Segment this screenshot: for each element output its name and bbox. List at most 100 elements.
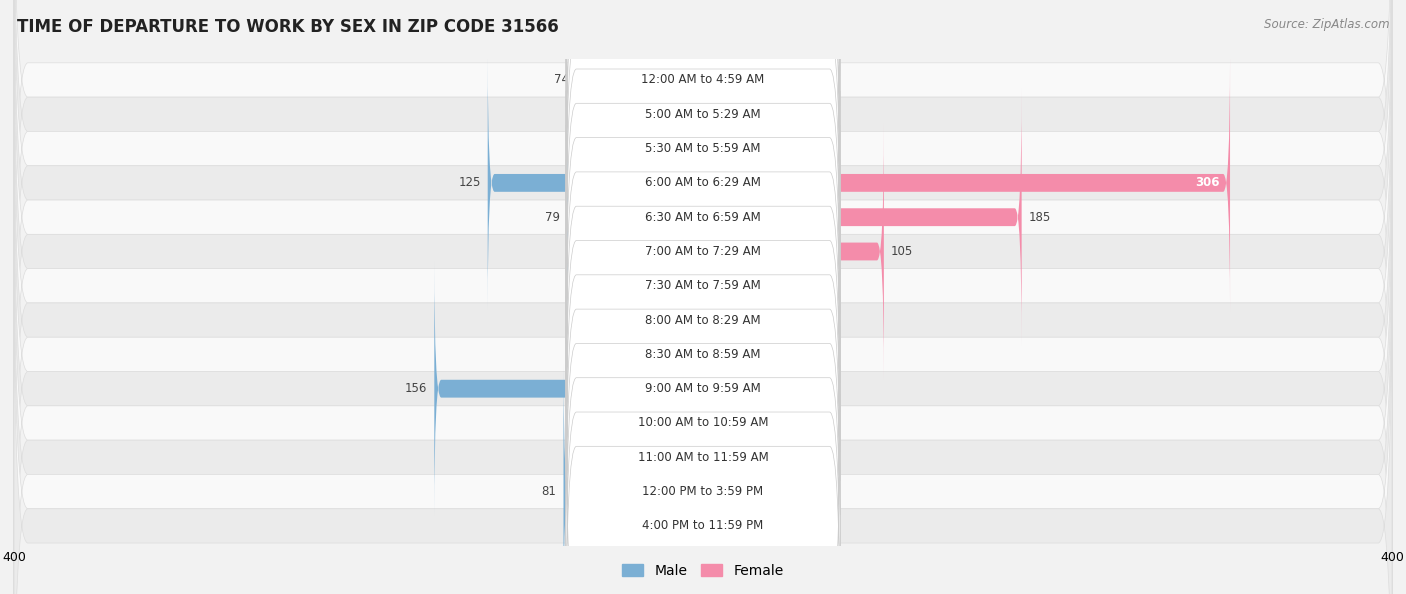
FancyBboxPatch shape: [659, 157, 703, 414]
FancyBboxPatch shape: [703, 260, 747, 517]
FancyBboxPatch shape: [659, 192, 703, 448]
Text: 4:00 PM to 11:59 PM: 4:00 PM to 11:59 PM: [643, 519, 763, 532]
FancyBboxPatch shape: [703, 0, 754, 242]
FancyBboxPatch shape: [14, 166, 1392, 594]
Text: 8:30 AM to 8:59 AM: 8:30 AM to 8:59 AM: [645, 348, 761, 361]
Text: 0: 0: [645, 451, 652, 464]
Text: 81: 81: [541, 485, 557, 498]
Text: 28: 28: [758, 314, 773, 327]
Text: 35: 35: [621, 416, 636, 429]
FancyBboxPatch shape: [567, 228, 839, 481]
Text: TIME OF DEPARTURE TO WORK BY SEX IN ZIP CODE 31566: TIME OF DEPARTURE TO WORK BY SEX IN ZIP …: [17, 18, 558, 36]
FancyBboxPatch shape: [14, 0, 1392, 508]
FancyBboxPatch shape: [703, 364, 747, 594]
Text: 0: 0: [754, 451, 761, 464]
Text: 59: 59: [579, 142, 595, 155]
FancyBboxPatch shape: [703, 329, 747, 586]
FancyBboxPatch shape: [14, 268, 1392, 594]
FancyBboxPatch shape: [703, 123, 884, 380]
Text: 11:00 AM to 11:59 AM: 11:00 AM to 11:59 AM: [638, 451, 768, 464]
Text: 105: 105: [891, 245, 912, 258]
Text: 0: 0: [754, 519, 761, 532]
Text: 79: 79: [546, 211, 560, 224]
FancyBboxPatch shape: [567, 400, 839, 594]
FancyBboxPatch shape: [14, 0, 1392, 406]
FancyBboxPatch shape: [14, 235, 1392, 594]
FancyBboxPatch shape: [564, 364, 703, 594]
FancyBboxPatch shape: [14, 0, 1392, 440]
Text: 29: 29: [759, 108, 775, 121]
Text: 0: 0: [645, 519, 652, 532]
FancyBboxPatch shape: [14, 97, 1392, 594]
Text: 6:30 AM to 6:59 AM: 6:30 AM to 6:59 AM: [645, 211, 761, 224]
FancyBboxPatch shape: [14, 63, 1392, 577]
Text: 0: 0: [754, 485, 761, 498]
FancyBboxPatch shape: [643, 295, 703, 551]
FancyBboxPatch shape: [659, 0, 703, 242]
FancyBboxPatch shape: [14, 200, 1392, 594]
Text: 6:00 AM to 6:29 AM: 6:00 AM to 6:29 AM: [645, 176, 761, 189]
FancyBboxPatch shape: [659, 226, 703, 483]
FancyBboxPatch shape: [567, 297, 839, 549]
FancyBboxPatch shape: [703, 192, 751, 448]
FancyBboxPatch shape: [14, 29, 1392, 543]
Text: 185: 185: [1029, 211, 1050, 224]
FancyBboxPatch shape: [567, 23, 839, 275]
Text: 24: 24: [754, 348, 768, 361]
Text: 0: 0: [754, 382, 761, 395]
FancyBboxPatch shape: [434, 260, 703, 517]
FancyBboxPatch shape: [567, 160, 839, 412]
Text: 5:00 AM to 5:29 AM: 5:00 AM to 5:29 AM: [645, 108, 761, 121]
Text: Source: ZipAtlas.com: Source: ZipAtlas.com: [1264, 18, 1389, 31]
FancyBboxPatch shape: [567, 263, 839, 515]
Text: 0: 0: [754, 74, 761, 87]
FancyBboxPatch shape: [659, 397, 703, 594]
Text: 0: 0: [754, 142, 761, 155]
FancyBboxPatch shape: [567, 331, 839, 583]
Text: 46: 46: [602, 245, 617, 258]
FancyBboxPatch shape: [14, 0, 1392, 371]
Legend: Male, Female: Male, Female: [617, 558, 789, 583]
Text: 74: 74: [554, 74, 568, 87]
FancyBboxPatch shape: [575, 0, 703, 208]
FancyBboxPatch shape: [703, 89, 1022, 346]
Text: 0: 0: [645, 314, 652, 327]
FancyBboxPatch shape: [703, 55, 1230, 311]
FancyBboxPatch shape: [703, 0, 747, 208]
Text: 306: 306: [1195, 176, 1219, 189]
Text: 10:00 AM to 10:59 AM: 10:00 AM to 10:59 AM: [638, 416, 768, 429]
FancyBboxPatch shape: [567, 89, 703, 346]
Text: 125: 125: [458, 176, 481, 189]
FancyBboxPatch shape: [703, 20, 747, 277]
Text: 0: 0: [754, 416, 761, 429]
Text: 7:00 AM to 7:29 AM: 7:00 AM to 7:29 AM: [645, 245, 761, 258]
FancyBboxPatch shape: [703, 226, 747, 483]
FancyBboxPatch shape: [659, 329, 703, 586]
FancyBboxPatch shape: [703, 397, 747, 594]
Text: 7:30 AM to 7:59 AM: 7:30 AM to 7:59 AM: [645, 279, 761, 292]
Text: 8:00 AM to 8:29 AM: 8:00 AM to 8:29 AM: [645, 314, 761, 327]
FancyBboxPatch shape: [567, 0, 839, 206]
Text: 3: 3: [645, 108, 652, 121]
FancyBboxPatch shape: [703, 157, 747, 414]
Text: 11: 11: [754, 279, 768, 292]
FancyBboxPatch shape: [602, 20, 703, 277]
Text: 12:00 PM to 3:59 PM: 12:00 PM to 3:59 PM: [643, 485, 763, 498]
Text: 9:00 AM to 9:59 AM: 9:00 AM to 9:59 AM: [645, 382, 761, 395]
FancyBboxPatch shape: [624, 123, 703, 380]
Text: 156: 156: [405, 382, 427, 395]
Text: 0: 0: [645, 348, 652, 361]
FancyBboxPatch shape: [567, 0, 839, 241]
FancyBboxPatch shape: [567, 194, 839, 446]
FancyBboxPatch shape: [14, 0, 1392, 475]
FancyBboxPatch shape: [567, 125, 839, 378]
Text: 5:30 AM to 5:59 AM: 5:30 AM to 5:59 AM: [645, 142, 761, 155]
FancyBboxPatch shape: [567, 91, 839, 343]
FancyBboxPatch shape: [488, 55, 703, 311]
FancyBboxPatch shape: [703, 295, 747, 551]
Text: 12:00 AM to 4:59 AM: 12:00 AM to 4:59 AM: [641, 74, 765, 87]
Text: 17: 17: [638, 279, 652, 292]
FancyBboxPatch shape: [567, 56, 839, 309]
FancyBboxPatch shape: [567, 365, 839, 594]
FancyBboxPatch shape: [14, 131, 1392, 594]
